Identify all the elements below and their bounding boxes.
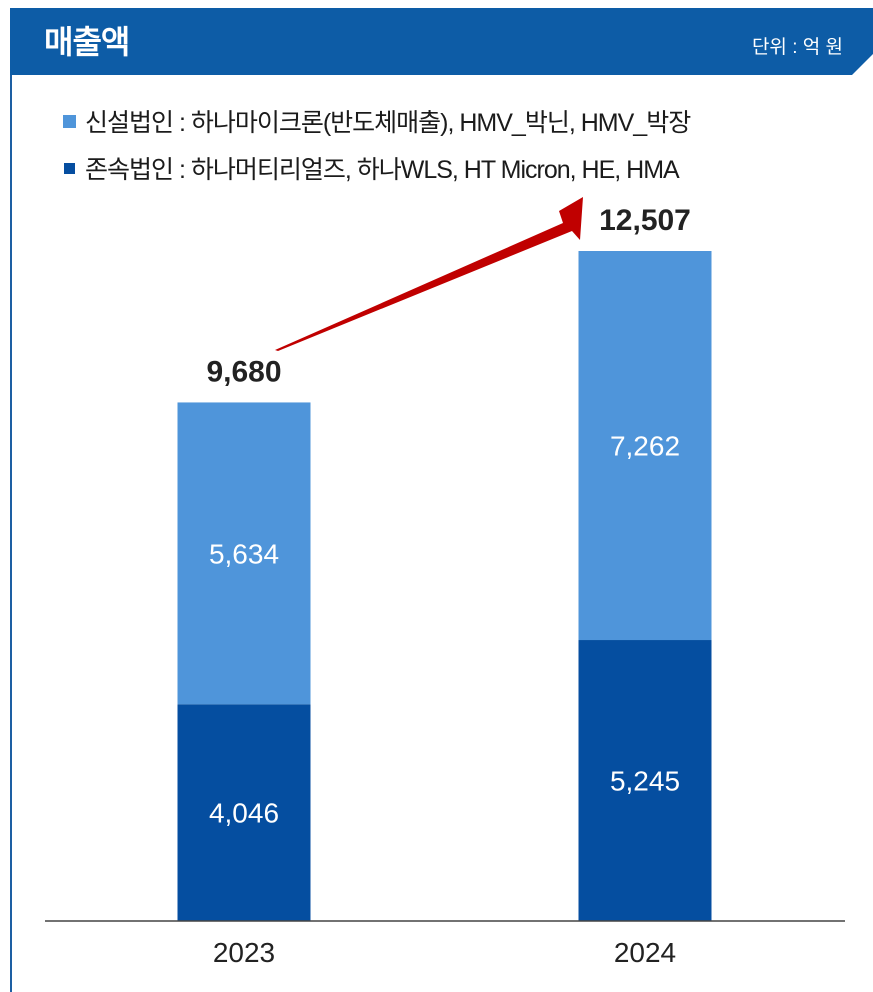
title-banner: [10, 8, 873, 75]
chart-title: 매출액: [44, 24, 130, 60]
value-label-existing-2023: 4,046: [209, 798, 279, 829]
bar-existing-2023: [177, 704, 311, 921]
bar-new-2024: [578, 251, 712, 641]
legend-swatch-new-entity: [63, 114, 76, 128]
x-tick-label-2023: 2023: [213, 937, 275, 968]
bar-existing-2024: [578, 640, 712, 921]
unit-label: 단위 : 억 원: [751, 37, 843, 58]
legend-label-new-entity: 신설법인 : 하나마이크론(반도체매출), HMV_박닌, HMV_박장: [85, 109, 691, 137]
value-label-existing-2024: 5,245: [610, 766, 680, 797]
chart-card: [10, 8, 873, 992]
legend-item-existing-entity: 존속법인 : 하나머티리얼즈, 하나WLS, HT Micron, HE, HM…: [63, 150, 680, 186]
value-label-new-2023: 5,634: [209, 538, 279, 569]
bar-new-2023: [177, 402, 311, 705]
legend-item-new-entity: 신설법인 : 하나마이크론(반도체매출), HMV_박닌, HMV_박장: [63, 103, 691, 139]
legend-swatch-existing-entity: [64, 162, 75, 174]
total-label-2024: 12,507: [599, 204, 691, 237]
x-tick-label-2024: 2024: [614, 937, 676, 968]
growth-arrow-icon: [275, 197, 583, 351]
legend-label-existing-entity: 존속법인 : 하나머티리얼즈, 하나WLS, HT Micron, HE, HM…: [85, 156, 680, 184]
value-label-new-2024: 7,262: [610, 431, 680, 462]
total-label-2023: 9,680: [206, 355, 281, 388]
